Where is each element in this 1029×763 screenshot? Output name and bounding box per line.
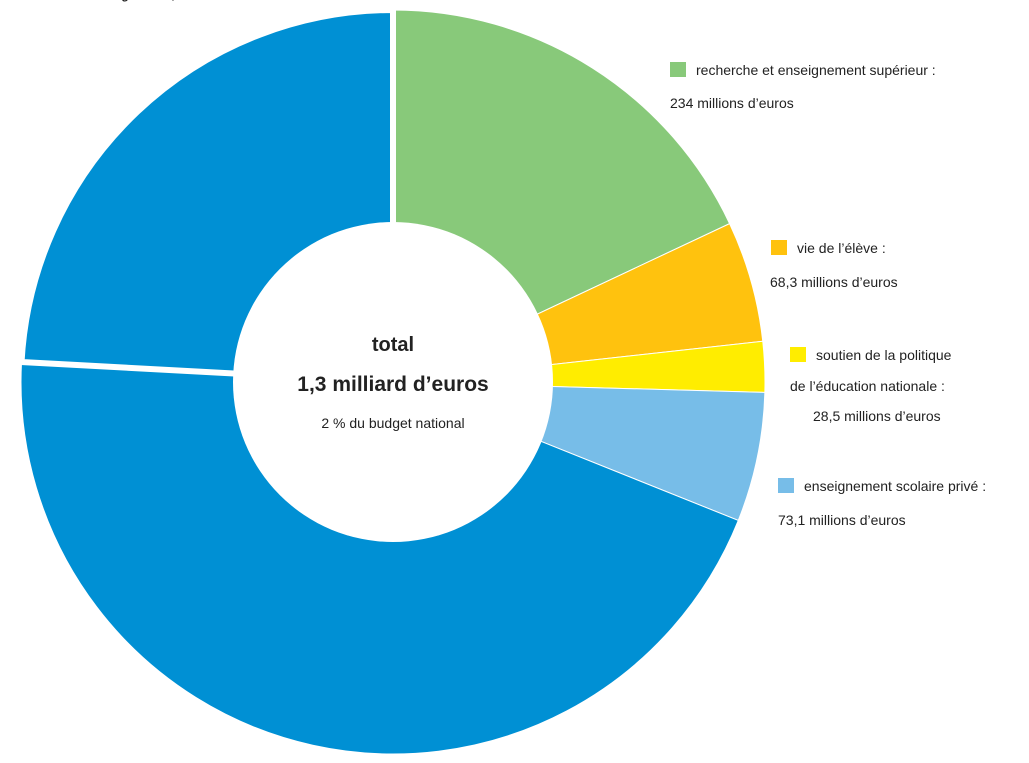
slice-label: second degré : 582,2 millions d’euros <box>62 0 277 11</box>
legend-value-text: 234 millions d’euros <box>670 95 794 111</box>
legend-swatch <box>670 62 686 77</box>
legend-value: 28,5 millions d’euros <box>813 401 941 432</box>
donut-hole <box>233 222 553 542</box>
legend-value-text: 68,3 millions d’euros <box>770 274 898 290</box>
legend-swatch <box>790 347 806 362</box>
slice-label-text: second degré : <box>62 0 147 2</box>
legend-label: vie de l’élève : <box>771 233 971 264</box>
legend-value: 68,3 millions d’euros <box>770 267 898 298</box>
center-note: 2 % du budget national <box>321 415 464 431</box>
legend-text: vie de l’élève : <box>797 240 886 256</box>
legend-label: recherche et enseignement supérieur : <box>670 55 1010 86</box>
legend-text: enseignement scolaire privé : <box>804 478 987 494</box>
legend-value: 73,1 millions d’euros <box>778 505 906 536</box>
legend-value: 234 millions d’euros <box>670 88 794 119</box>
legend-text: soutien de la politique de l’éducation n… <box>790 347 952 394</box>
slice <box>20 361 739 755</box>
center-total: 1,3 milliard d’euros <box>297 373 488 396</box>
legend-text: recherche et enseignement supérieur : <box>696 62 936 78</box>
slice-value: 582,2 millions d’euros <box>151 0 276 2</box>
legend-value-text: 28,5 millions d’euros <box>813 408 941 424</box>
legend-label: enseignement scolaire privé : <box>778 471 1029 502</box>
legend-value-text: 73,1 millions d’euros <box>778 512 906 528</box>
legend-swatch <box>771 240 787 255</box>
center-title: total <box>372 334 414 356</box>
legend-label: soutien de la politique de l’éducation n… <box>790 340 965 402</box>
legend-swatch <box>778 478 794 493</box>
